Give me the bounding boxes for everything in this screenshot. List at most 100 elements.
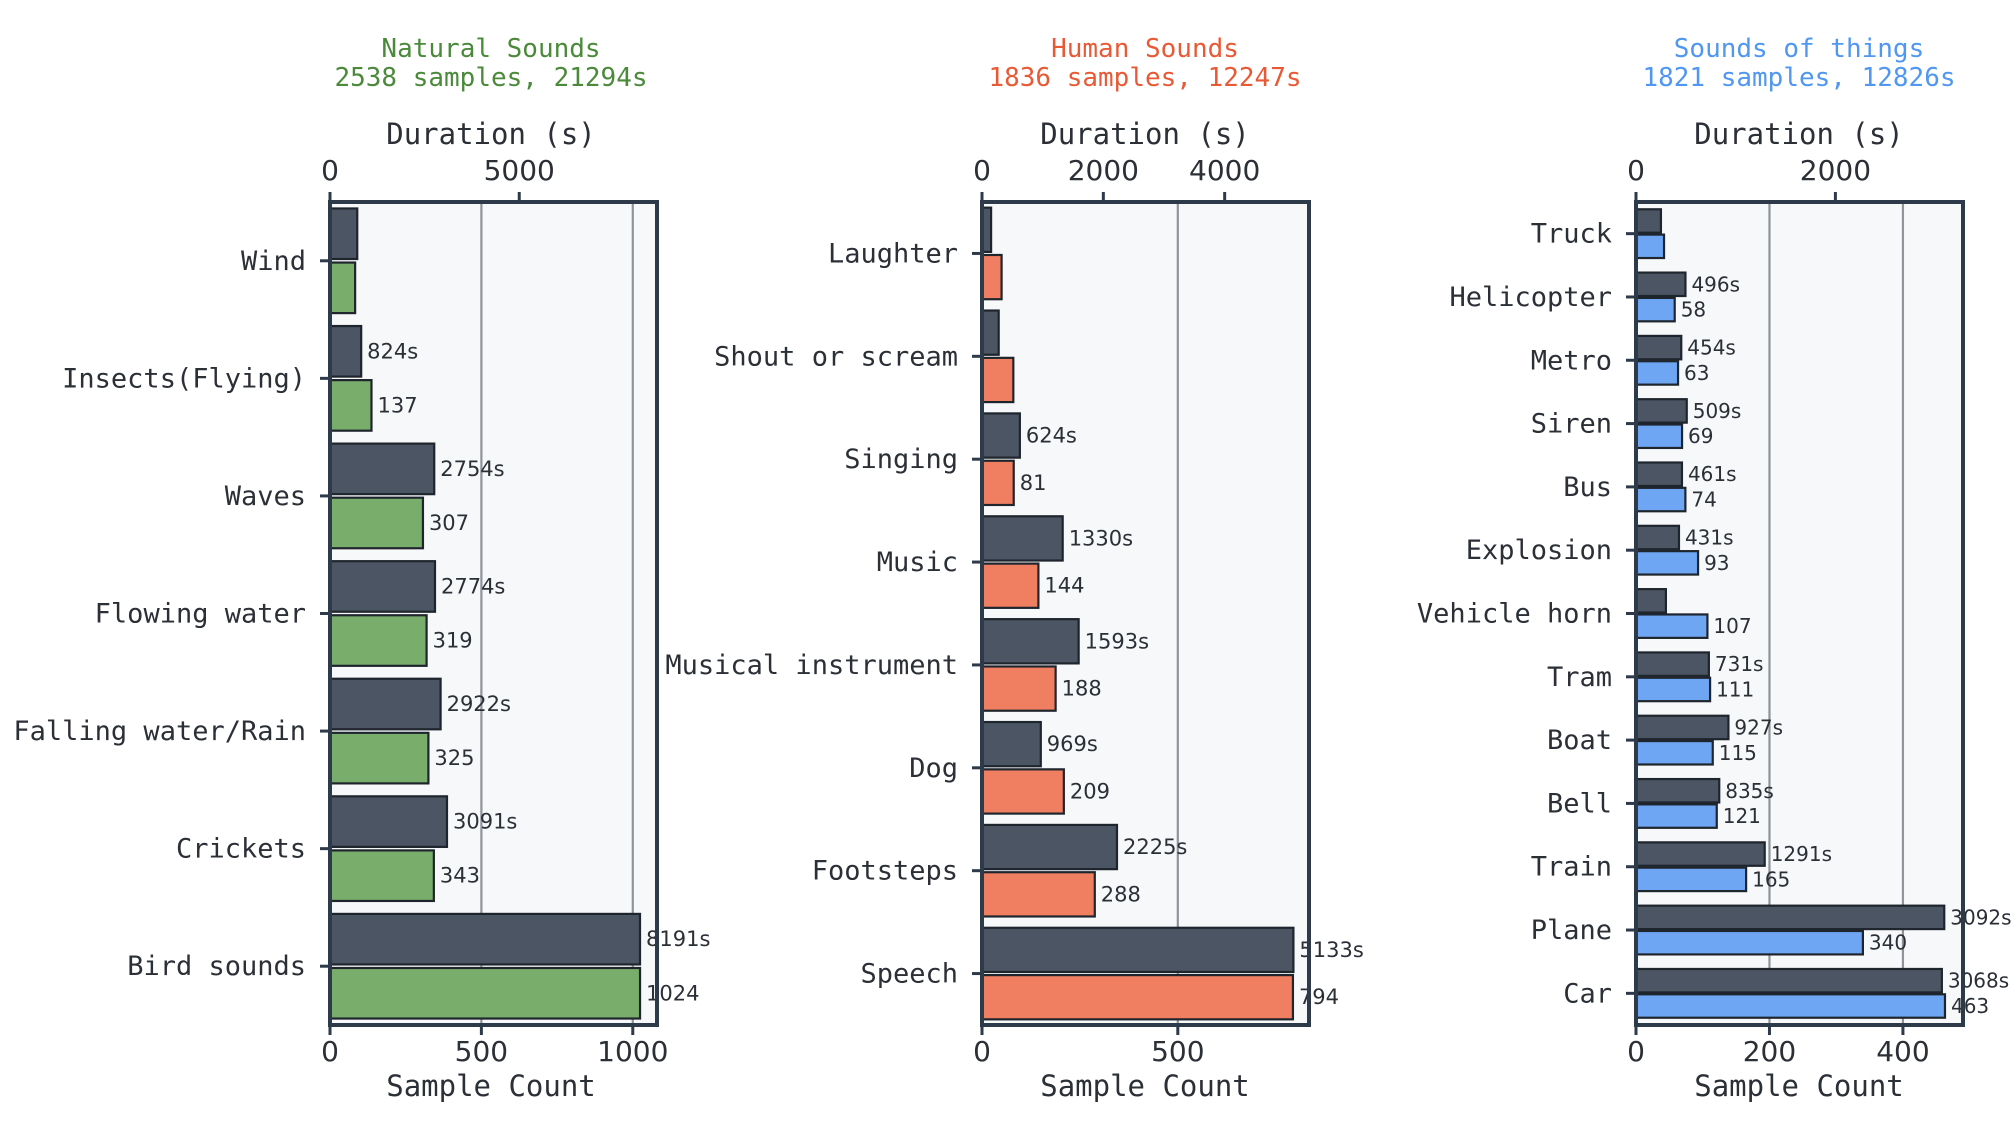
count-bar (328, 496, 425, 550)
duration-data-label: 824s (367, 339, 418, 363)
category-label: Shout or scream (714, 341, 958, 372)
top-tick-label: 0 (1627, 154, 1645, 187)
category-label: Speech (860, 959, 958, 990)
count-bar (1634, 613, 1709, 639)
top-tick-label: 5000 (484, 154, 555, 187)
top-axis-label: Duration (s) (1040, 117, 1250, 151)
top-tick-label: 2000 (1800, 154, 1871, 187)
duration-bar (980, 412, 1021, 459)
count-bar (328, 849, 435, 903)
count-data-label: 319 (433, 629, 473, 653)
count-bar (1634, 803, 1718, 829)
category-label: Waves (225, 481, 306, 512)
axes-frame (1634, 200, 1965, 1027)
bottom-axis-label: Sample Count (386, 1069, 596, 1103)
category-label: Singing (844, 444, 958, 475)
count-data-label: 1024 (646, 981, 699, 1005)
duration-data-label: 2774s (441, 574, 505, 598)
count-bar (1634, 550, 1700, 576)
duration-data-label: 2922s (447, 692, 511, 716)
count-data-label: 137 (377, 393, 417, 417)
duration-bar (1634, 334, 1683, 361)
count-bar (980, 871, 1096, 918)
count-bar (328, 731, 430, 785)
category-label: Music (877, 547, 958, 578)
count-bar (1634, 676, 1712, 703)
duration-data-label: 835s (1725, 779, 1774, 803)
axes-frame (980, 200, 1311, 1027)
bottom-tick-label: 1000 (597, 1035, 668, 1068)
count-data-label: 63 (1684, 361, 1709, 385)
duration-bar (1634, 651, 1710, 677)
count-bar (1634, 423, 1684, 450)
count-data-label: 144 (1044, 574, 1084, 598)
category-label: Plane (1531, 915, 1612, 946)
category-label: Flowing water (95, 599, 306, 630)
duration-data-label: 3068s (1948, 969, 2009, 993)
duration-data-label: 624s (1026, 424, 1077, 448)
duration-data-label: 1593s (1085, 629, 1149, 653)
count-bar (1634, 929, 1864, 956)
duration-bar (1634, 588, 1668, 614)
category-label: Car (1563, 978, 1612, 1009)
duration-data-label: 1330s (1069, 526, 1133, 550)
count-data-label: 188 (1062, 677, 1102, 701)
bottom-tick-label: 0 (321, 1035, 339, 1068)
count-bar (980, 356, 1015, 404)
duration-data-label: 1291s (1771, 842, 1832, 866)
top-axis-label: Duration (s) (386, 117, 596, 151)
bottom-tick-label: 400 (1876, 1035, 1929, 1068)
duration-bar (328, 442, 436, 496)
top-axis-label: Duration (s) (1694, 117, 1904, 151)
top-tick-label: 2000 (1068, 154, 1139, 187)
duration-bar (328, 560, 437, 613)
duration-bar (1634, 524, 1681, 551)
chart-subtitle: 1836 samples, 12247s (988, 63, 1301, 93)
count-data-label: 115 (1719, 741, 1757, 765)
category-label: Crickets (176, 834, 306, 865)
count-bar (328, 261, 357, 315)
duration-bar (980, 309, 1000, 356)
top-tick-label: 0 (973, 154, 991, 187)
count-data-label: 307 (429, 511, 469, 535)
duration-data-label: 461s (1688, 462, 1737, 486)
duration-bar (980, 515, 1064, 562)
bottom-tick-label: 0 (1627, 1035, 1645, 1068)
duration-bar (980, 720, 1042, 768)
chart-panel-1: Laughter Shout or scream 624s 81 Singing 1330… (665, 34, 1363, 1103)
top-tick-label: 0 (321, 154, 339, 187)
duration-data-label: 2225s (1123, 835, 1187, 859)
category-label: Falling water/Rain (13, 716, 306, 747)
count-data-label: 121 (1723, 804, 1761, 828)
category-label: Footsteps (812, 856, 958, 887)
duration-data-label: 509s (1693, 399, 1742, 423)
category-label: Tram (1547, 662, 1612, 693)
category-label: Bus (1563, 472, 1612, 503)
category-label: Bell (1547, 788, 1612, 819)
category-label: Truck (1531, 219, 1612, 250)
duration-bar (1634, 967, 1943, 994)
count-data-label: 74 (1691, 488, 1716, 512)
count-data-label: 463 (1951, 994, 1989, 1018)
duration-bar (1634, 777, 1721, 804)
duration-bar (1634, 208, 1663, 234)
duration-bar (980, 618, 1080, 665)
duration-bar (1634, 841, 1766, 867)
count-data-label: 794 (1299, 985, 1339, 1009)
count-bar (1634, 739, 1714, 766)
axes-frame (328, 200, 659, 1027)
count-data-label: 343 (440, 864, 480, 888)
category-label: Explosion (1466, 535, 1612, 566)
category-label: Insects(Flying) (62, 363, 306, 394)
count-data-label: 288 (1101, 882, 1141, 906)
count-data-label: 340 (1869, 931, 1907, 955)
duration-bar (328, 324, 363, 378)
count-bar (980, 974, 1295, 1021)
category-label: Metro (1531, 345, 1612, 376)
duration-bar (328, 677, 442, 731)
duration-bar (1634, 398, 1688, 424)
duration-bar (328, 912, 642, 966)
duration-bar (328, 207, 359, 261)
category-label: Helicopter (1449, 282, 1612, 313)
